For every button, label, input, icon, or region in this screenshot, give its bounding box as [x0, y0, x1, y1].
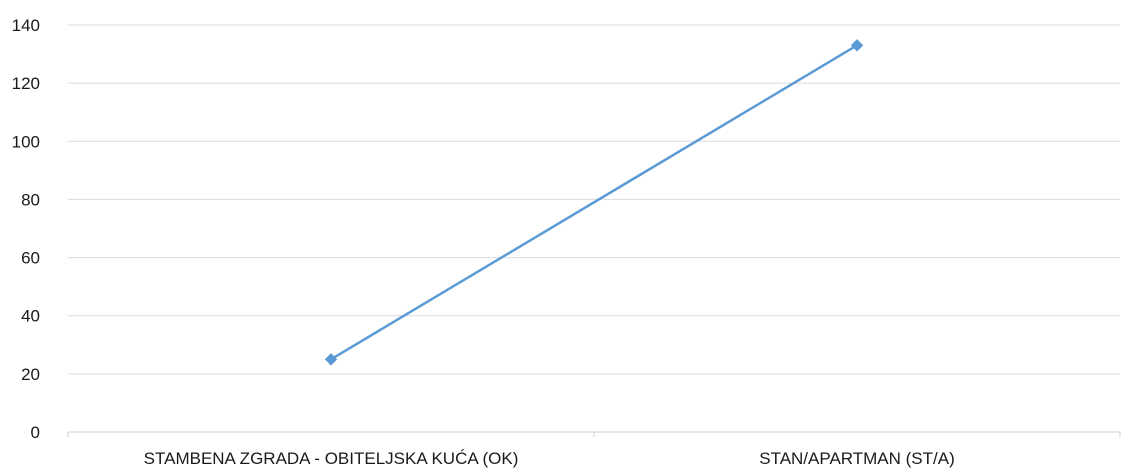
- y-tick-label: 80: [21, 190, 40, 209]
- series-line: [330, 44, 858, 361]
- x-category-label: STAN/APARTMAN (ST/A): [759, 449, 955, 468]
- data-point-marker: [850, 39, 864, 52]
- y-tick-label: 140: [12, 16, 40, 35]
- y-tick-label: 120: [12, 74, 40, 93]
- data-point-marker: [324, 353, 338, 366]
- y-tick-label: 40: [21, 307, 40, 326]
- x-category-labels: STAMBENA ZGRADA - OBITELJSKA KUĆA (OK) ST…: [144, 449, 955, 468]
- y-tick-label: 0: [31, 423, 40, 442]
- y-tick-label: 100: [12, 132, 40, 151]
- gridlines: [68, 24, 1120, 375]
- series: [324, 39, 864, 366]
- x-category-label: STAMBENA ZGRADA - OBITELJSKA KUĆA (OK): [144, 449, 519, 468]
- y-tick-labels: 0 20 40 60 80 100 120 140: [12, 16, 40, 442]
- y-tick-label: 20: [21, 365, 40, 384]
- y-tick-label: 60: [21, 249, 40, 268]
- axes: [67, 431, 1121, 437]
